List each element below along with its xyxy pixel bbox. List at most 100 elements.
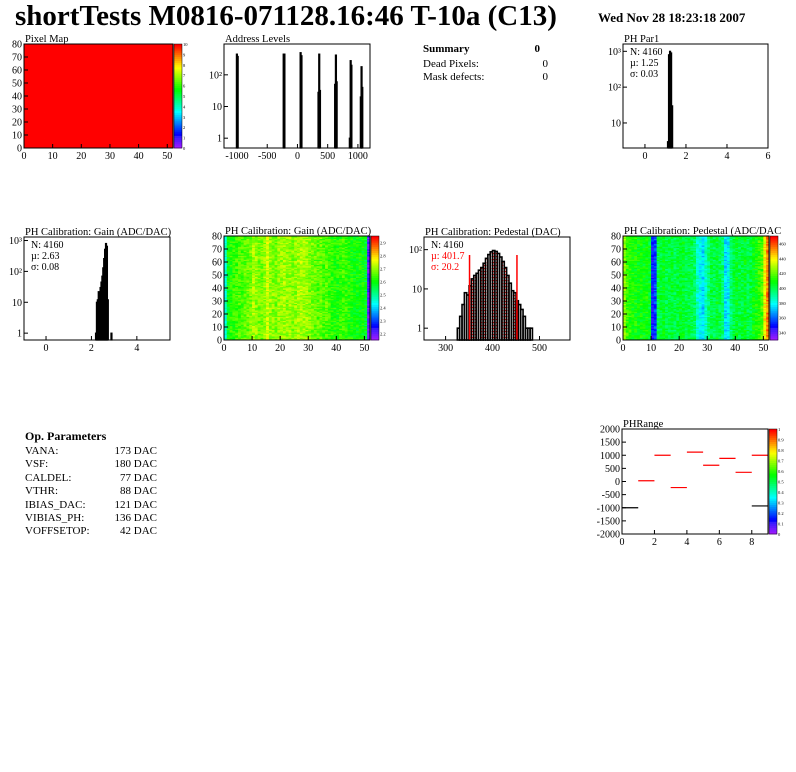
heatmap-cell xyxy=(81,138,84,140)
heatmap-cell xyxy=(230,292,233,294)
heatmap-cell xyxy=(76,77,79,79)
heatmap-cell xyxy=(76,139,79,141)
heatmap-cell xyxy=(38,93,41,95)
heatmap-cell xyxy=(241,254,244,256)
heatmap-cell xyxy=(116,118,119,120)
heatmap-cell xyxy=(96,58,99,60)
heatmap-cell xyxy=(81,52,84,54)
heatmap-cell xyxy=(56,118,59,120)
heatmap-cell xyxy=(124,101,127,103)
heatmap-cell xyxy=(164,109,167,111)
heatmap-cell xyxy=(64,114,67,116)
heatmap-cell xyxy=(93,132,96,134)
heatmap-cell xyxy=(44,73,47,75)
heatmap-cell xyxy=(93,66,96,68)
heatmap-cell xyxy=(232,271,235,273)
heatmap-cell xyxy=(121,80,124,82)
heatmap-cell xyxy=(47,92,50,94)
heatmap-cell xyxy=(67,104,70,106)
heatmap-cell xyxy=(113,56,116,58)
heatmap-cell xyxy=(170,61,173,63)
heatmap-cell xyxy=(58,65,61,67)
heatmap-cell xyxy=(227,301,230,303)
heatmap-cell xyxy=(224,322,227,324)
heatmap-cell xyxy=(238,298,241,300)
heatmap-cell xyxy=(35,118,38,120)
heatmap-cell xyxy=(90,103,93,105)
heatmap-cell xyxy=(147,117,150,119)
heatmap-cell xyxy=(33,82,36,84)
heatmap-cell xyxy=(50,53,53,55)
heatmap-cell xyxy=(150,147,153,149)
heatmap-cell xyxy=(73,77,76,79)
heatmap-cell xyxy=(27,125,30,127)
heatmap-cell xyxy=(170,127,173,129)
heatmap-cell xyxy=(133,49,136,51)
heatmap-cell xyxy=(153,142,156,144)
heatmap-cell xyxy=(87,61,90,63)
heatmap-cell xyxy=(84,136,87,138)
heatmap-cell xyxy=(41,109,44,111)
heatmap-cell xyxy=(116,121,119,123)
heatmap-cell xyxy=(38,108,41,110)
heatmap-cell xyxy=(44,138,47,140)
heatmap-cell xyxy=(113,122,116,124)
heatmap-cell xyxy=(56,80,59,82)
heatmap-cell xyxy=(227,311,230,313)
heatmap-cell xyxy=(99,53,102,55)
heatmap-cell xyxy=(147,62,150,64)
heatmap-cell xyxy=(232,236,235,238)
heatmap-cell xyxy=(116,44,119,46)
heatmap-cell xyxy=(58,52,61,54)
heatmap-cell xyxy=(104,104,107,106)
heatmap-cell xyxy=(84,114,87,116)
heatmap-cell xyxy=(244,297,247,299)
heatmap-cell xyxy=(127,121,130,123)
heatmap-cell xyxy=(150,52,153,54)
heatmap-cell xyxy=(87,138,90,140)
heatmap-cell xyxy=(107,47,110,49)
heatmap-cell xyxy=(50,119,53,121)
heatmap-cell xyxy=(133,143,136,145)
heatmap-cell xyxy=(41,114,44,116)
heatmap-cell xyxy=(27,138,30,140)
heatmap-cell xyxy=(127,74,130,76)
heatmap-cell xyxy=(141,116,144,118)
heatmap-cell xyxy=(81,100,84,102)
heatmap-cell xyxy=(133,65,136,67)
heatmap-cell xyxy=(93,147,96,149)
heatmap-cell xyxy=(99,54,102,56)
heatmap-cell xyxy=(53,100,56,102)
heatmap-cell xyxy=(99,90,102,92)
heatmap-cell xyxy=(101,93,104,95)
heatmap-cell xyxy=(73,116,76,118)
heatmap-cell xyxy=(147,91,150,93)
heatmap-cell xyxy=(107,114,110,116)
heatmap-cell xyxy=(76,66,79,68)
heatmap-cell xyxy=(104,118,107,120)
heatmap-cell xyxy=(241,283,244,285)
heatmap-cell xyxy=(159,131,162,133)
heatmap-cell xyxy=(53,101,56,103)
heatmap-cell xyxy=(84,101,87,103)
heatmap-cell xyxy=(90,97,93,99)
heatmap-cell xyxy=(147,106,150,108)
heatmap-cell xyxy=(38,121,41,123)
heatmap-cell xyxy=(101,117,104,119)
heatmap-cell xyxy=(164,106,167,108)
heatmap-cell xyxy=(164,73,167,75)
heatmap-cell xyxy=(141,130,144,132)
heatmap-cell xyxy=(144,100,147,102)
heatmap-cell xyxy=(24,135,27,137)
colorbar-segment xyxy=(174,90,182,92)
heatmap-cell xyxy=(78,47,81,49)
heatmap-cell xyxy=(41,110,44,112)
heatmap-cell xyxy=(124,113,127,115)
heatmap-cell xyxy=(104,86,107,88)
heatmap-cell xyxy=(127,52,130,54)
heatmap-cell xyxy=(147,74,150,76)
heatmap-cell xyxy=(27,140,30,142)
heatmap-cell xyxy=(235,321,238,323)
heatmap-cell xyxy=(104,88,107,90)
heatmap-cell xyxy=(139,61,142,63)
